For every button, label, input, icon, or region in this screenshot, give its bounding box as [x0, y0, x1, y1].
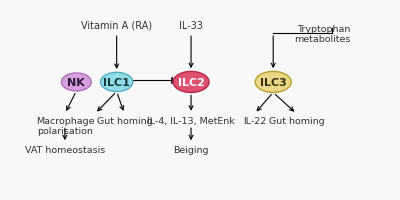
- Text: Macrophage
polarisation: Macrophage polarisation: [36, 116, 94, 136]
- Ellipse shape: [100, 73, 133, 92]
- Text: ILC1: ILC1: [103, 78, 130, 87]
- Text: IL-4, IL-13, MetEnk: IL-4, IL-13, MetEnk: [147, 116, 235, 125]
- Text: IL-33: IL-33: [179, 21, 203, 30]
- Text: Gut homing: Gut homing: [96, 116, 152, 125]
- Text: IL-22: IL-22: [243, 116, 266, 125]
- Text: Tryptophan
metabolites: Tryptophan metabolites: [294, 25, 351, 44]
- Text: Beiging: Beiging: [173, 146, 209, 155]
- Text: Gut homing: Gut homing: [269, 116, 324, 125]
- Text: ILC3: ILC3: [260, 78, 286, 87]
- Text: VAT homeostasis: VAT homeostasis: [25, 146, 105, 155]
- Ellipse shape: [255, 72, 291, 93]
- Text: Vitamin A (RA): Vitamin A (RA): [81, 21, 152, 30]
- Text: NK: NK: [68, 78, 85, 87]
- Ellipse shape: [62, 74, 91, 91]
- Ellipse shape: [173, 72, 209, 93]
- Text: ILC2: ILC2: [178, 78, 204, 87]
